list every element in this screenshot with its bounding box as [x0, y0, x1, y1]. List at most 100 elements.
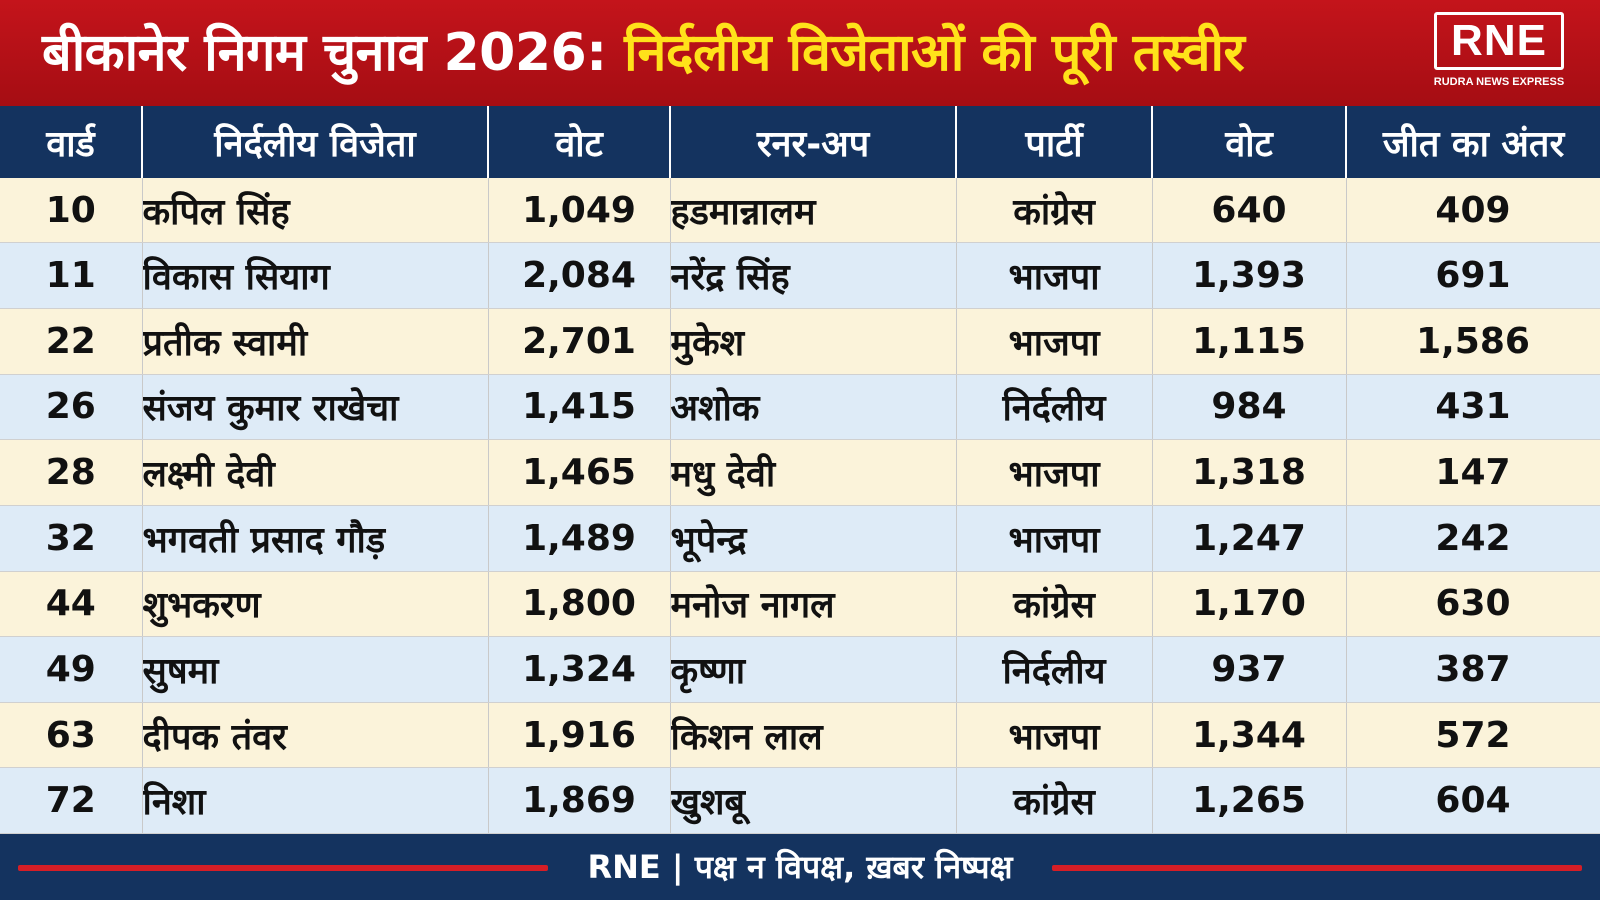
cell-margin: 604	[1346, 767, 1600, 834]
footer-accent-line-right	[1052, 865, 1582, 871]
cell-runner-up: भूपेन्द्र	[670, 505, 957, 572]
footer-bar: RNE | पक्ष न विपक्ष, ख़बर निष्पक्ष	[0, 834, 1600, 900]
column-header-independent-winner: निर्दलीय विजेता	[142, 106, 489, 178]
page-title-highlight: निर्दलीय विजेताओं की पूरी तस्वीर	[624, 23, 1245, 83]
cell-runner-votes: 1,318	[1152, 439, 1347, 506]
cell-ward: 63	[0, 702, 143, 769]
rne-logo-text: RNE	[1434, 12, 1564, 70]
cell-winner: प्रतीक स्वामी	[142, 308, 489, 375]
cell-runner-up: अशोक	[670, 374, 957, 441]
header-banner: बीकानेर निगम चुनाव 2026: निर्दलीय विजेता…	[0, 0, 1600, 106]
cell-margin: 387	[1346, 636, 1600, 703]
cell-runner-up: मुकेश	[670, 308, 957, 375]
table-row: 44 शुभकरण 1,800 मनोज नागल कांग्रेस 1,170…	[0, 571, 1600, 638]
cell-party: निर्दलीय	[956, 374, 1153, 441]
cell-winner: संजय कुमार राखेचा	[142, 374, 489, 441]
cell-runner-votes: 1,247	[1152, 505, 1347, 572]
cell-party: कांग्रेस	[956, 571, 1153, 638]
results-table: वार्ड निर्दलीय विजेता वोट रनर-अप पार्टी …	[0, 106, 1600, 834]
cell-margin: 691	[1346, 242, 1600, 310]
cell-winner-votes: 1,049	[488, 178, 671, 244]
table-row: 63 दीपक तंवर 1,916 किशन लाल भाजपा 1,344 …	[0, 702, 1600, 769]
cell-runner-votes: 1,170	[1152, 571, 1347, 638]
cell-runner-up: कृष्णा	[670, 636, 957, 703]
cell-margin: 431	[1346, 374, 1600, 441]
cell-ward: 26	[0, 374, 143, 441]
cell-ward: 22	[0, 308, 143, 375]
column-header-winner-votes: वोट	[488, 106, 671, 178]
footer-tagline: RNE | पक्ष न विपक्ष, ख़बर निष्पक्ष	[587, 848, 1013, 886]
cell-winner-votes: 1,465	[488, 439, 671, 506]
page-title: बीकानेर निगम चुनाव 2026: निर्दलीय विजेता…	[42, 0, 1245, 106]
cell-ward: 49	[0, 636, 143, 703]
cell-runner-up: मनोज नागल	[670, 571, 957, 638]
cell-margin: 147	[1346, 439, 1600, 506]
cell-winner-votes: 1,869	[488, 767, 671, 834]
table-row: 49 सुषमा 1,324 कृष्णा निर्दलीय 937 387	[0, 636, 1600, 703]
page-title-part1: बीकानेर निगम चुनाव 2026:	[42, 23, 625, 83]
cell-winner: विकास सियाग	[142, 242, 489, 310]
cell-runner-up: मधु देवी	[670, 439, 957, 506]
cell-winner: कपिल सिंह	[142, 178, 489, 244]
cell-winner-votes: 1,489	[488, 505, 671, 572]
cell-winner-votes: 1,415	[488, 374, 671, 441]
cell-party: भाजपा	[956, 505, 1153, 572]
footer-accent-line-left	[18, 865, 548, 871]
cell-ward: 11	[0, 242, 143, 310]
table-row: 22 प्रतीक स्वामी 2,701 मुकेश भाजपा 1,115…	[0, 308, 1600, 375]
column-header-runner-up: रनर-अप	[670, 106, 957, 178]
cell-ward: 72	[0, 767, 143, 834]
cell-runner-up: हडमान्नालम	[670, 178, 957, 244]
table-row: 32 भगवती प्रसाद गौड़ 1,489 भूपेन्द्र भाज…	[0, 505, 1600, 572]
cell-runner-up: किशन लाल	[670, 702, 957, 769]
rne-logo: RNE RUDRA NEWS EXPRESS	[1430, 12, 1568, 98]
table-row: 11 विकास सियाग 2,084 नरेंद्र सिंह भाजपा …	[0, 242, 1600, 310]
cell-winner-votes: 1,324	[488, 636, 671, 703]
cell-winner: भगवती प्रसाद गौड़	[142, 505, 489, 572]
table-row: 28 लक्ष्मी देवी 1,465 मधु देवी भाजपा 1,3…	[0, 439, 1600, 506]
cell-margin: 572	[1346, 702, 1600, 769]
cell-runner-up: नरेंद्र सिंह	[670, 242, 957, 310]
cell-margin: 242	[1346, 505, 1600, 572]
table-header-row: वार्ड निर्दलीय विजेता वोट रनर-अप पार्टी …	[0, 106, 1600, 178]
cell-margin: 1,586	[1346, 308, 1600, 375]
cell-winner-votes: 1,916	[488, 702, 671, 769]
cell-ward: 44	[0, 571, 143, 638]
cell-party: निर्दलीय	[956, 636, 1153, 703]
table-row: 10 कपिल सिंह 1,049 हडमान्नालम कांग्रेस 6…	[0, 178, 1600, 244]
column-header-ward: वार्ड	[0, 106, 143, 178]
cell-runner-votes: 1,115	[1152, 308, 1347, 375]
cell-party: भाजपा	[956, 702, 1153, 769]
table-row: 26 संजय कुमार राखेचा 1,415 अशोक निर्दलीय…	[0, 374, 1600, 441]
cell-runner-votes: 937	[1152, 636, 1347, 703]
cell-runner-votes: 1,344	[1152, 702, 1347, 769]
cell-runner-votes: 984	[1152, 374, 1347, 441]
column-header-party: पार्टी	[956, 106, 1153, 178]
cell-winner: दीपक तंवर	[142, 702, 489, 769]
cell-winner-votes: 2,084	[488, 242, 671, 310]
cell-winner: शुभकरण	[142, 571, 489, 638]
cell-runner-votes: 640	[1152, 178, 1347, 244]
rne-logo-tagline: RUDRA NEWS EXPRESS	[1433, 76, 1565, 88]
cell-winner-votes: 2,701	[488, 308, 671, 375]
cell-winner: सुषमा	[142, 636, 489, 703]
cell-ward: 28	[0, 439, 143, 506]
cell-margin: 409	[1346, 178, 1600, 244]
cell-runner-votes: 1,265	[1152, 767, 1347, 834]
cell-party: भाजपा	[956, 308, 1153, 375]
column-header-win-margin: जीत का अंतर	[1346, 106, 1600, 178]
cell-party: कांग्रेस	[956, 767, 1153, 834]
table-row: 72 निशा 1,869 खुशबू कांग्रेस 1,265 604	[0, 767, 1600, 834]
cell-party: कांग्रेस	[956, 178, 1153, 244]
cell-winner-votes: 1,800	[488, 571, 671, 638]
cell-winner: लक्ष्मी देवी	[142, 439, 489, 506]
cell-party: भाजपा	[956, 439, 1153, 506]
cell-ward: 32	[0, 505, 143, 572]
cell-margin: 630	[1346, 571, 1600, 638]
column-header-runner-votes: वोट	[1152, 106, 1347, 178]
cell-winner: निशा	[142, 767, 489, 834]
cell-runner-votes: 1,393	[1152, 242, 1347, 310]
cell-party: भाजपा	[956, 242, 1153, 310]
cell-runner-up: खुशबू	[670, 767, 957, 834]
cell-ward: 10	[0, 178, 143, 244]
